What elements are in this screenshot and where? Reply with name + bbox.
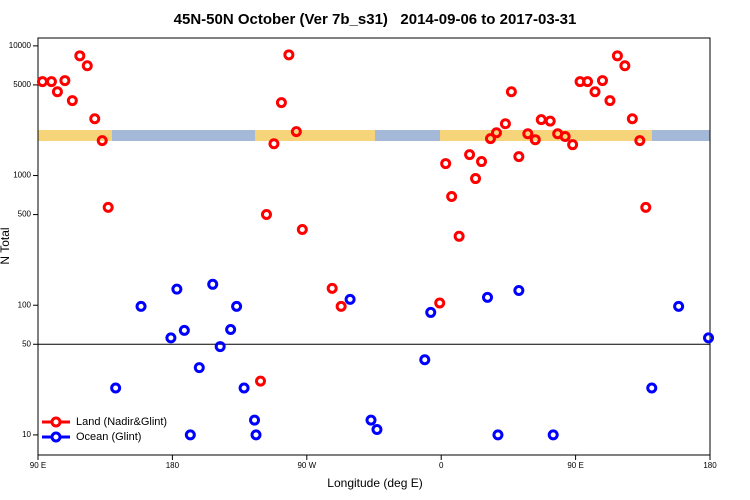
point (110, 382, 122, 394)
x-tick-label: 0 (439, 461, 444, 470)
point (492, 429, 504, 441)
point (703, 332, 715, 344)
legend-marker (50, 431, 62, 443)
plot-frame (37, 37, 711, 456)
point (589, 86, 601, 98)
point (490, 127, 502, 139)
legend-marker (50, 416, 62, 428)
point (529, 134, 541, 146)
point (59, 75, 71, 87)
y-tick-label: 100 (18, 300, 32, 309)
point (225, 323, 237, 335)
point (544, 115, 556, 127)
point (365, 414, 377, 426)
point (165, 332, 177, 344)
point (135, 300, 147, 312)
point (66, 95, 78, 107)
point (470, 173, 482, 185)
point (238, 382, 250, 394)
x-tick-label: 180 (166, 461, 180, 470)
point (499, 118, 511, 130)
point (193, 362, 205, 374)
point (102, 201, 114, 213)
point (89, 113, 101, 125)
point (207, 278, 219, 290)
point (484, 133, 496, 145)
y-tick-label: 10 (22, 430, 31, 439)
y-tick-label: 500 (18, 210, 32, 219)
y-tick-label: 10000 (9, 41, 32, 50)
point (481, 291, 493, 303)
point (547, 429, 559, 441)
point (171, 283, 183, 295)
legend-label: Land (Nadir&Glint) (76, 416, 167, 428)
point (673, 300, 685, 312)
x-tick-label: 90 E (567, 461, 583, 470)
x-tick-label: 180 (703, 461, 717, 470)
point (440, 158, 452, 170)
point (596, 75, 608, 87)
point (626, 113, 638, 125)
point (476, 156, 488, 168)
point (36, 76, 48, 88)
point (434, 297, 446, 309)
legend-label: Ocean (Glint) (76, 431, 141, 443)
point (535, 114, 547, 126)
x-tick-label: 90 W (297, 461, 316, 470)
point (296, 223, 308, 235)
y-axis-label: N Total (0, 227, 12, 264)
point (604, 95, 616, 107)
point (96, 135, 108, 147)
point (513, 284, 525, 296)
point (184, 429, 196, 441)
point (290, 126, 302, 138)
point (255, 375, 267, 387)
point (522, 128, 534, 140)
point (326, 282, 338, 294)
point (425, 306, 437, 318)
point (51, 86, 63, 98)
point (513, 151, 525, 163)
point (640, 201, 652, 213)
point (559, 131, 571, 143)
point (464, 149, 476, 161)
point (45, 76, 57, 88)
x-axis-label: Longitude (deg E) (327, 476, 422, 490)
point (275, 97, 287, 109)
chart-title: 45N-50N October (Ver 7b_s31) 2014-09-06 … (174, 11, 577, 28)
point (646, 382, 658, 394)
land-mask-strip (38, 130, 710, 141)
point (344, 293, 356, 305)
point (74, 50, 86, 62)
point (419, 354, 431, 366)
point (214, 341, 226, 353)
point (634, 135, 646, 147)
y-tick-label: 5000 (13, 80, 31, 89)
point (453, 230, 465, 242)
point (81, 60, 93, 72)
point (268, 138, 280, 150)
x-tick-label: 90 E (30, 461, 46, 470)
point (567, 139, 579, 151)
point (582, 76, 594, 88)
point (611, 50, 623, 62)
point (260, 208, 272, 220)
point (178, 324, 190, 336)
y-tick-label: 1000 (13, 171, 31, 180)
point (446, 191, 458, 203)
point (371, 424, 383, 436)
point (619, 60, 631, 72)
point (505, 86, 517, 98)
point (249, 414, 261, 426)
point (231, 300, 243, 312)
point (283, 49, 295, 61)
point (335, 300, 347, 312)
point (250, 429, 262, 441)
y-tick-label: 50 (22, 339, 31, 348)
